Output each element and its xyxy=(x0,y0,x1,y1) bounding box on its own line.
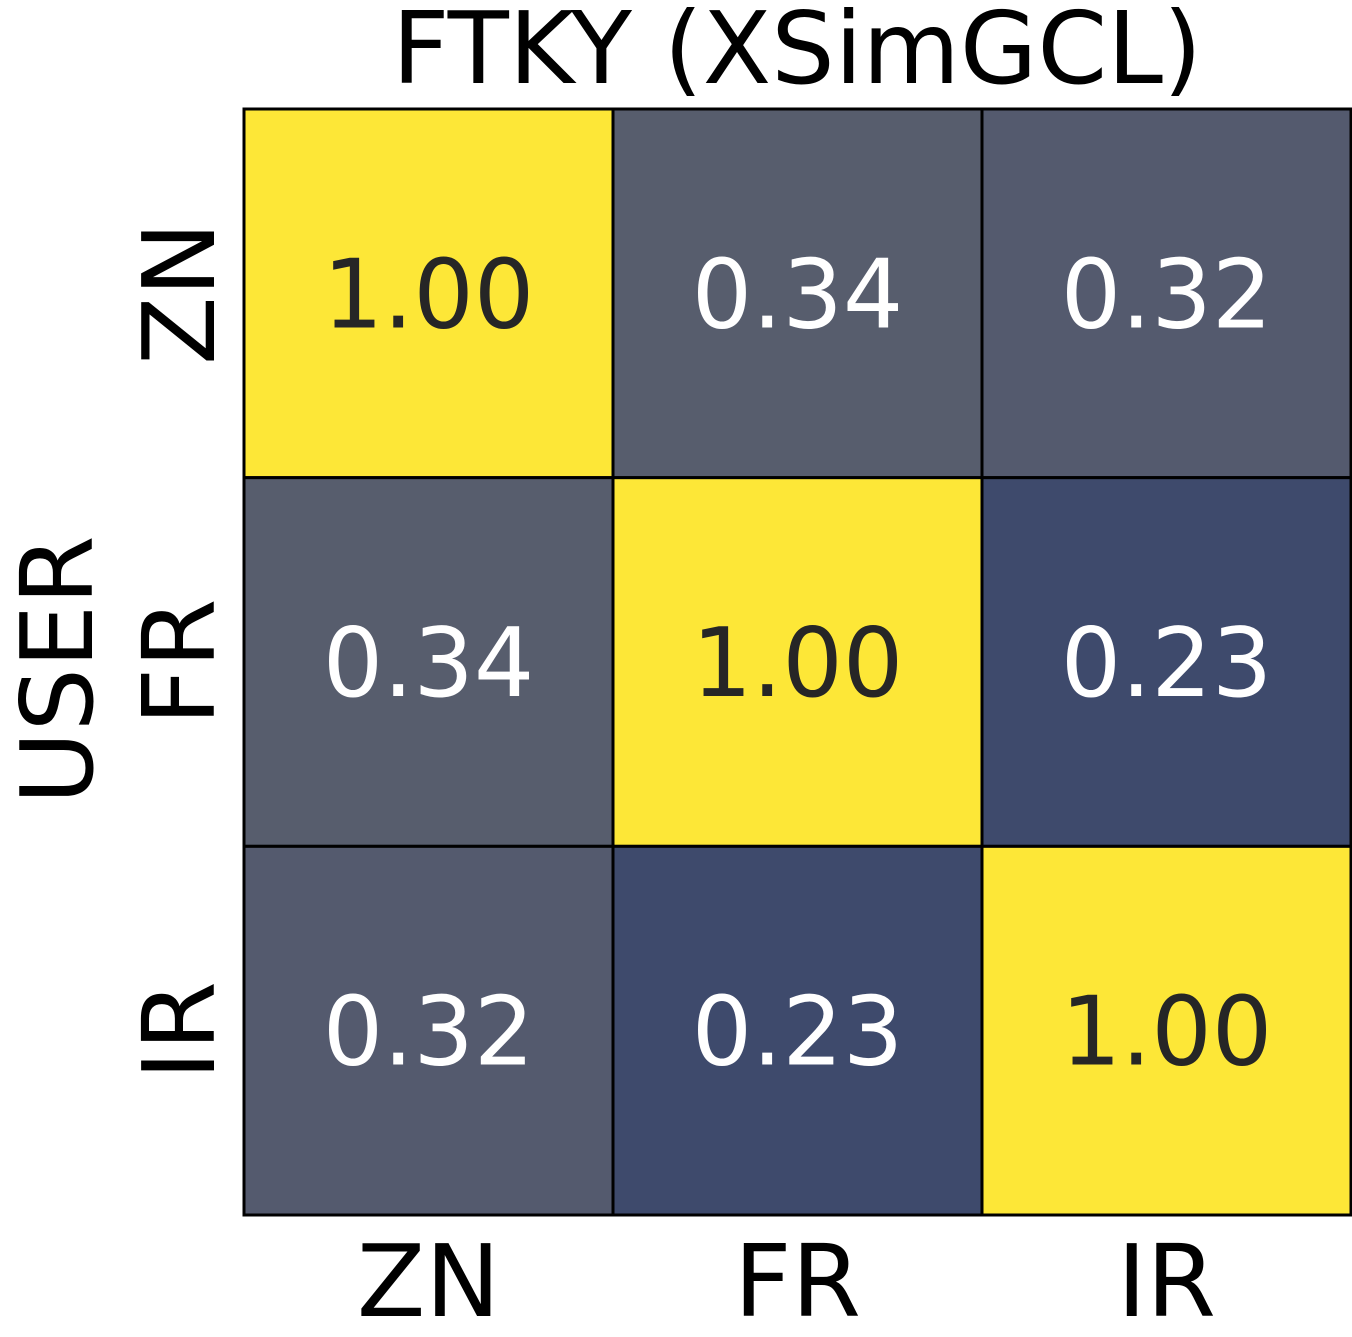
heatmap-cell xyxy=(242,476,615,848)
y-tick-label: FR xyxy=(121,598,238,725)
cell-value-label: 0.32 xyxy=(323,978,535,1088)
heatmap-cell xyxy=(611,476,984,848)
y-tick-labels: ZN FR IR xyxy=(121,222,238,1080)
heatmap-cell xyxy=(980,107,1352,480)
heatmap-cell xyxy=(242,844,615,1217)
heatmap-cell xyxy=(980,844,1352,1217)
heatmap-cells: 1.00 0.34 0.32 0.34 1.00 0.23 0.32 0.23 1.00 xyxy=(242,107,1352,1217)
heatmap-cell xyxy=(611,844,984,1217)
x-tick-label: ZN xyxy=(357,1223,500,1337)
chart-title: FTKY (XSimGCL) xyxy=(392,0,1202,107)
cell-value-label: 0.34 xyxy=(692,240,904,350)
x-tick-label: IR xyxy=(1117,1223,1216,1337)
x-tick-label: FR xyxy=(734,1223,861,1337)
cell-value-label: 1.00 xyxy=(323,240,535,350)
x-tick-labels: ZN FR IR xyxy=(357,1223,1216,1337)
cell-value-label: 0.32 xyxy=(1061,240,1273,350)
y-axis-label: USER xyxy=(0,535,116,804)
y-tick-label: ZN xyxy=(121,222,238,365)
cell-value-label: 0.34 xyxy=(323,609,535,719)
cell-value-label: 1.00 xyxy=(1061,978,1273,1088)
cell-value-label: 0.23 xyxy=(1061,609,1273,719)
heatmap-cell xyxy=(242,107,615,480)
cell-value-label: 0.23 xyxy=(692,978,904,1088)
cell-value-label: 1.00 xyxy=(692,609,904,719)
heatmap-cell xyxy=(980,476,1352,848)
heatmap-cell xyxy=(611,107,984,480)
y-tick-label: IR xyxy=(121,981,238,1080)
